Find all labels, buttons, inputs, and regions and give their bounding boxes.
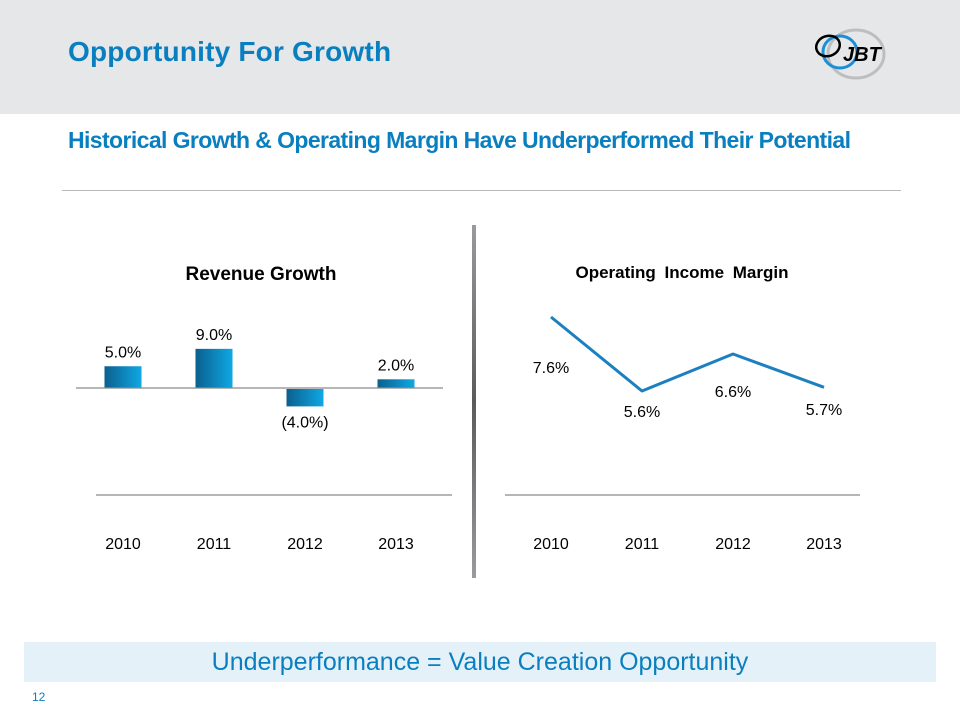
subtitle: Historical Growth & Operating Margin Hav… — [68, 127, 851, 153]
revenue-bar-2010 — [104, 366, 142, 388]
revenue-tick-labels: 2010 2011 2012 2013 — [105, 536, 414, 553]
margin-tick-2011: 2011 — [625, 536, 660, 553]
revenue-bar-2011 — [195, 348, 233, 388]
margin-data-label-2011: 5.6% — [624, 404, 660, 421]
revenue-chart-title: Revenue Growth — [186, 264, 337, 285]
callout-text: Underperformance = Value Creation Opport… — [211, 648, 749, 676]
chart-divider — [472, 225, 476, 578]
charts-canvas: Revenue Growth 5.0%9.0%(4.0%)2.0% 2010 20… — [76, 263, 860, 553]
revenue-data-label-2013: 2.0% — [378, 357, 414, 374]
revenue-data-label-2012: (4.0%) — [281, 414, 328, 431]
revenue-tick-2012: 2012 — [287, 536, 323, 553]
margin-tick-labels: 2010 2011 2012 2013 — [533, 536, 842, 553]
margin-data-label-2010: 7.6% — [533, 360, 569, 377]
margin-data-label-2012: 6.6% — [715, 384, 751, 401]
header-band — [0, 0, 960, 114]
margin-line-group: 7.6% 5.6% 6.6% 5.7% — [533, 315, 842, 421]
revenue-data-label-2010: 5.0% — [105, 344, 141, 361]
revenue-bar-2013 — [377, 379, 415, 388]
page-title: Opportunity For Growth — [68, 36, 392, 67]
margin-tick-2012: 2012 — [715, 536, 751, 553]
revenue-data-label-2011: 9.0% — [196, 327, 232, 344]
revenue-tick-2013: 2013 — [378, 536, 414, 553]
margin-chart-title: Operating Income Margin — [576, 263, 789, 282]
revenue-bars: 5.0% 9.0% (4.0%) 2.0% — [104, 327, 415, 431]
jbt-logo: JBT — [814, 28, 886, 80]
logo-swirl-blue — [821, 34, 859, 70]
page-number: 12 — [32, 690, 46, 704]
revenue-tick-2010: 2010 — [105, 536, 141, 553]
margin-line-series — [550, 315, 825, 393]
revenue-bar-2012 — [286, 389, 324, 407]
margin-tick-2010: 2010 — [533, 536, 569, 553]
margin-tick-2013: 2013 — [806, 536, 842, 553]
logo-text: JBT — [843, 44, 883, 66]
subtitle-divider — [62, 190, 901, 191]
revenue-tick-2011: 2011 — [197, 536, 232, 553]
logo-swirl-black — [814, 34, 842, 58]
margin-data-label-2013: 5.7% — [806, 402, 842, 419]
logo-swirl-gray — [826, 28, 886, 80]
callout-banner: Underperformance = Value Creation Opport… — [24, 642, 936, 682]
